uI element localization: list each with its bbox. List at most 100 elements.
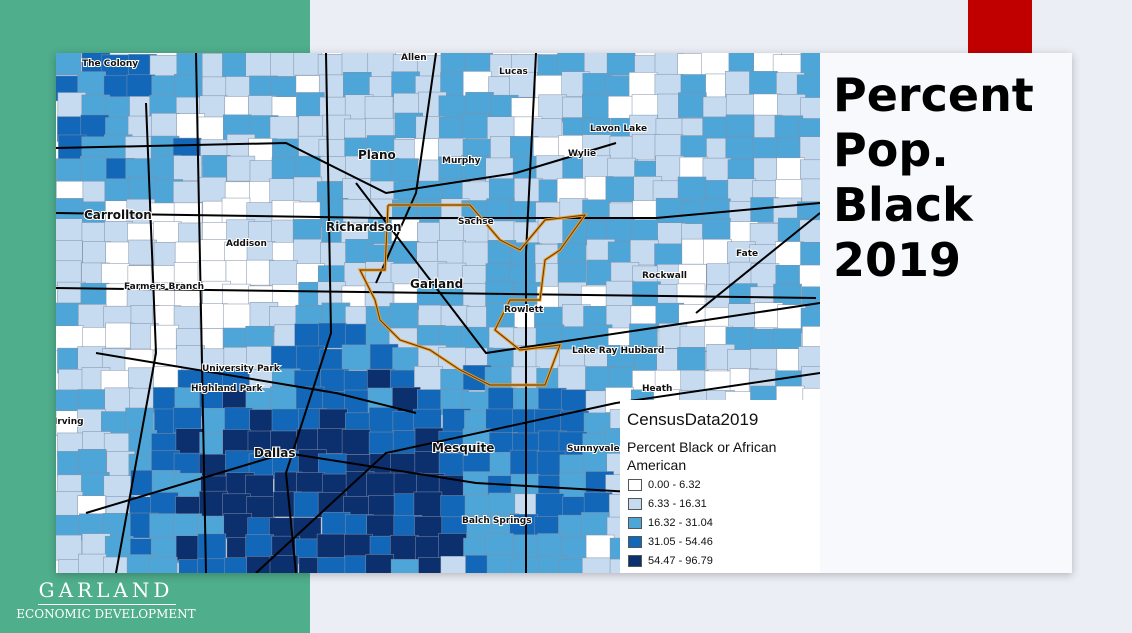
place-label: Lake Ray Hubbard xyxy=(572,346,664,356)
place-label: Rockwall xyxy=(642,271,687,281)
tract xyxy=(586,259,615,286)
tract xyxy=(366,472,395,499)
road xyxy=(56,141,617,195)
tract xyxy=(776,157,805,184)
tract xyxy=(486,198,515,224)
logo-name: GARLAND xyxy=(38,578,174,602)
tract xyxy=(487,387,517,414)
legend-item: 31.05 - 54.46 xyxy=(628,536,713,549)
map: The Colony Allen Lucas Lavon Lake Plano Murph… xyxy=(56,53,820,573)
tract xyxy=(605,176,635,203)
tract xyxy=(271,408,301,435)
legend-swatch xyxy=(628,536,642,549)
tract xyxy=(535,493,565,519)
tract xyxy=(585,534,615,561)
legend-label: 54.47 - 96.79 xyxy=(648,555,713,567)
tract xyxy=(173,155,202,181)
tract xyxy=(245,534,274,560)
tract xyxy=(56,53,82,76)
tract xyxy=(318,322,347,349)
tract xyxy=(293,53,323,76)
tract xyxy=(680,135,710,161)
tract xyxy=(534,408,563,435)
legend-label: 0.00 - 6.32 xyxy=(648,479,701,491)
tract xyxy=(77,304,107,330)
tract xyxy=(221,197,251,224)
tract xyxy=(128,176,158,203)
tract xyxy=(391,219,420,245)
tract xyxy=(345,155,374,182)
legend-field: Percent Black or African American xyxy=(627,439,777,473)
tract xyxy=(270,386,299,412)
tract xyxy=(414,366,443,392)
place-label: Garland xyxy=(410,277,463,291)
tract xyxy=(105,322,134,349)
tract xyxy=(173,181,202,207)
tract xyxy=(341,344,371,371)
tract xyxy=(486,553,516,573)
tract xyxy=(56,158,85,185)
tract xyxy=(316,533,346,560)
road xyxy=(195,53,207,573)
tract xyxy=(461,113,491,139)
legend-swatch xyxy=(628,517,642,530)
tract xyxy=(78,553,107,573)
place-label: Allen xyxy=(401,53,427,63)
tract xyxy=(77,408,106,435)
tract xyxy=(245,53,274,77)
tract xyxy=(678,92,707,118)
place-label: Sunnyvale xyxy=(567,444,620,454)
tract xyxy=(149,513,178,539)
road xyxy=(355,182,820,355)
road xyxy=(375,53,437,284)
tract xyxy=(582,93,611,120)
title-line: 2019 xyxy=(833,233,962,287)
road xyxy=(56,287,817,299)
logo-tagline: ECONOMIC DEVELOPMENT xyxy=(16,607,196,621)
legend-swatch xyxy=(628,479,642,492)
tract xyxy=(56,218,83,244)
tract xyxy=(317,557,346,573)
title-line: Percent xyxy=(833,68,1034,122)
tract xyxy=(774,115,804,141)
tract xyxy=(269,178,298,204)
tract xyxy=(365,554,395,573)
place-label: Richardson xyxy=(326,220,402,234)
tract xyxy=(749,71,778,97)
tract xyxy=(413,491,443,518)
legend-item: 54.47 - 96.79 xyxy=(628,555,713,568)
tract xyxy=(725,71,754,97)
tract xyxy=(341,429,371,455)
tract xyxy=(559,472,588,499)
tract xyxy=(149,556,178,573)
tract xyxy=(77,449,107,475)
tract xyxy=(202,155,231,181)
road xyxy=(255,372,820,573)
place-label: Heath xyxy=(642,384,672,394)
tract xyxy=(269,116,299,142)
tract xyxy=(293,491,323,518)
tract xyxy=(364,96,394,122)
tract xyxy=(269,555,299,573)
tract xyxy=(630,239,659,266)
tract xyxy=(223,513,253,539)
place-label: Mesquite xyxy=(432,441,494,455)
tract xyxy=(268,260,298,286)
tract xyxy=(725,136,754,162)
tract xyxy=(342,198,372,225)
tract xyxy=(320,242,349,268)
tract xyxy=(801,178,820,205)
tract xyxy=(125,407,154,434)
tract xyxy=(197,533,227,560)
place-label: Plano xyxy=(358,148,396,162)
place-label: Sachse xyxy=(458,217,494,227)
tract xyxy=(513,534,542,560)
tract xyxy=(197,116,227,143)
legend-swatch xyxy=(628,498,642,511)
tract xyxy=(173,407,202,433)
tract xyxy=(176,53,206,79)
tract xyxy=(799,264,820,291)
tract xyxy=(677,347,706,373)
tract xyxy=(368,431,398,458)
tract xyxy=(725,114,755,141)
